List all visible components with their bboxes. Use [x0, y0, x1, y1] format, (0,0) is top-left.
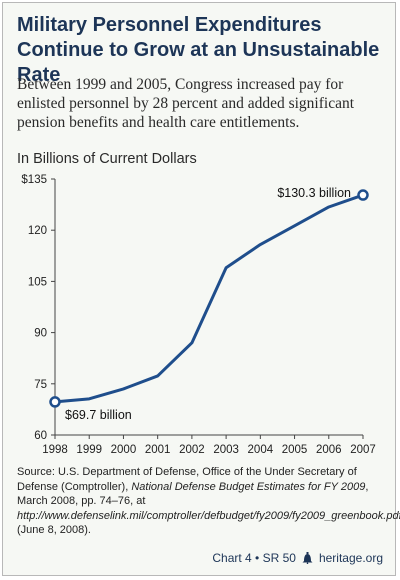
liberty-bell-icon [302, 552, 313, 564]
site-name[interactable]: heritage.org [318, 551, 383, 565]
y-axis-unit-label: In Billions of Current Dollars [17, 151, 197, 167]
x-tick-label: 1998 [42, 444, 68, 456]
x-tick-label: 2000 [111, 444, 137, 456]
footer: Chart 4 • SR 50 heritage.org [212, 551, 383, 565]
source-text-3: (June 8, 2008). [17, 524, 91, 536]
annotation-start-value: $69.7 billion [65, 408, 132, 422]
source-text-2: , March 2008, pp. 74–76, at [17, 480, 369, 508]
source-note: Source: U.S. Department of Defense, Offi… [17, 465, 400, 538]
chart-subtitle: Between 1999 and 2005, Congress increase… [17, 76, 355, 131]
chart-reference: Chart 4 • SR 50 [212, 551, 296, 565]
line-chart: 60 75 90 105 120 $135 1998 1999 2000 2001 2002 2003… [3, 169, 397, 459]
chart-headline: Military Personnel Expenditures Continue… [17, 14, 380, 86]
x-tick-label: 2004 [248, 444, 274, 456]
source-publication: National Defense Budget Estimates for FY… [131, 480, 366, 493]
endpoint-marker [357, 189, 369, 201]
annotation-end-value: $130.3 billion [277, 186, 351, 200]
y-tick-label: $135 [21, 174, 47, 186]
x-tick-label: 2007 [350, 444, 376, 456]
line-chart-svg: 60 75 90 105 120 $135 1998 1999 2000 2001 2002 2003… [21, 174, 376, 456]
source-prefix: Source: [17, 466, 55, 478]
x-tick-label: 2001 [145, 444, 171, 456]
source-url: http://www.defenselink.mil/comptroller/d… [17, 509, 400, 522]
x-tick-label: 2005 [282, 444, 308, 456]
y-tick-label: 60 [34, 430, 47, 442]
y-tick-label: 105 [28, 276, 47, 288]
x-tick-label: 1999 [76, 444, 102, 456]
endpoint-marker [49, 396, 61, 408]
source-text-1: U.S. Department of Defense, Office of th… [17, 466, 357, 493]
series-line [53, 193, 365, 404]
y-tick-label: 90 [34, 328, 47, 340]
y-tick-label: 120 [28, 225, 47, 237]
x-tick-label: 2002 [179, 444, 205, 456]
x-tick-label: 2006 [316, 444, 342, 456]
x-tick-label: 2003 [213, 444, 239, 456]
y-tick-label: 75 [34, 379, 47, 391]
